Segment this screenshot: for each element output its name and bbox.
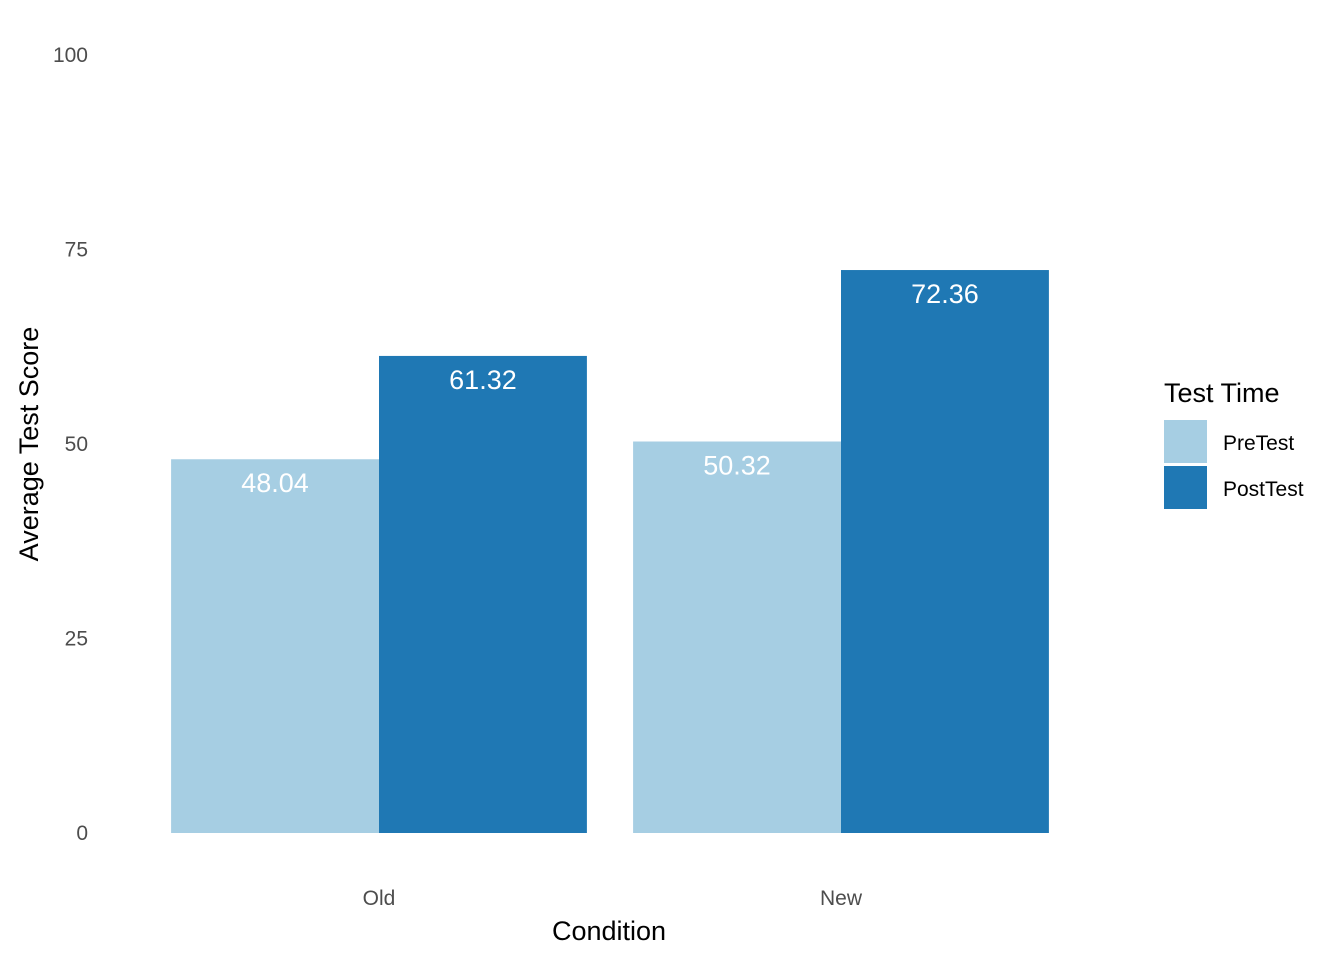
- legend-title: Test Time: [1164, 378, 1280, 408]
- bars-layer: [171, 270, 1049, 834]
- bar-pretest-old: [171, 459, 379, 833]
- legend-key-pretest: [1164, 420, 1207, 463]
- legend: Test Time PreTest PostTest: [1164, 378, 1304, 509]
- y-tick-label: 25: [65, 628, 88, 651]
- x-tick-label-old: Old: [363, 887, 396, 910]
- y-tick-label: 75: [65, 239, 88, 262]
- data-labels-layer: 48.04 61.32 50.32 72.36: [241, 279, 978, 498]
- data-label-pretest-old: 48.04: [241, 468, 309, 498]
- y-tick-label: 50: [65, 433, 88, 456]
- y-tick-label: 100: [53, 44, 88, 67]
- bar-posttest-old: [379, 355, 587, 833]
- x-axis-title: Condition: [552, 916, 666, 946]
- data-label-pretest-new: 50.32: [703, 451, 771, 481]
- y-axis-title: Average Test Score: [14, 327, 44, 562]
- y-tick-label: 0: [76, 822, 88, 845]
- legend-label-pretest: PreTest: [1223, 432, 1294, 455]
- data-label-posttest-new: 72.36: [911, 279, 979, 309]
- legend-items: PreTest PostTest: [1164, 420, 1304, 509]
- legend-key-posttest: [1164, 466, 1207, 509]
- bar-posttest-new: [841, 270, 1049, 834]
- y-axis: 0 25 50 75 100: [53, 44, 88, 845]
- legend-label-posttest: PostTest: [1223, 478, 1304, 501]
- bar-pretest-new: [633, 441, 841, 833]
- x-axis: Old New: [363, 887, 863, 910]
- data-label-posttest-old: 61.32: [449, 365, 517, 395]
- x-tick-label-new: New: [820, 887, 863, 910]
